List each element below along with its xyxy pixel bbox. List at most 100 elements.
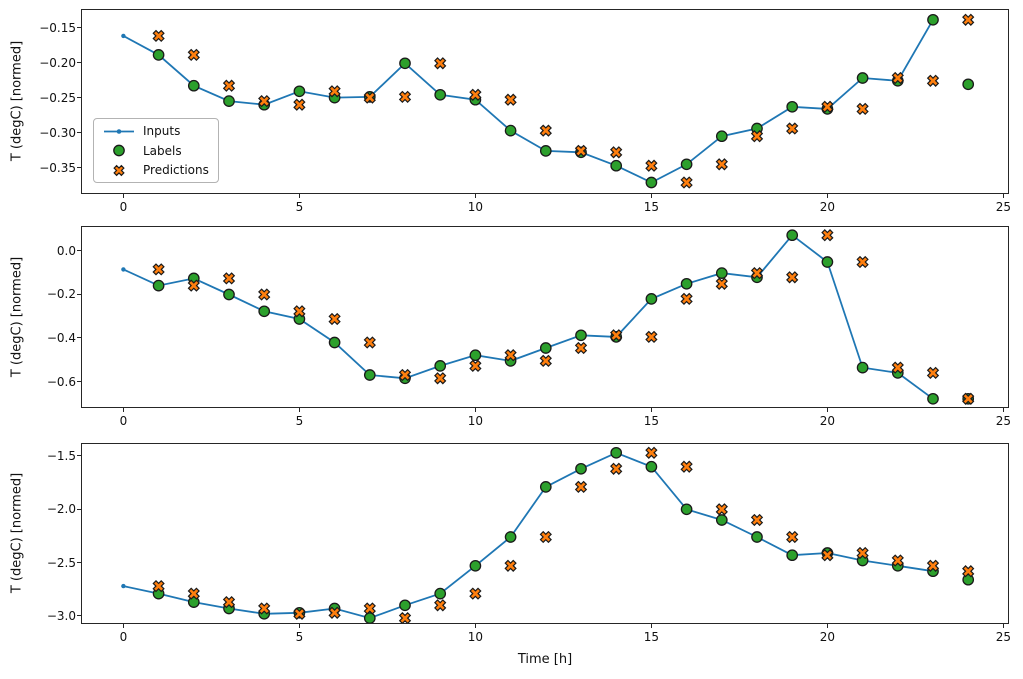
predictions-marker (434, 57, 447, 70)
predictions-marker (962, 565, 975, 578)
x-tick-label: 25 (995, 200, 1012, 214)
labels-marker (575, 462, 587, 475)
labels-marker (856, 361, 869, 374)
x-tick-label: 15 (643, 414, 660, 428)
x-tick-label: 10 (467, 200, 484, 214)
labels-marker (645, 176, 658, 189)
labels-marker (187, 79, 200, 92)
labels-marker (645, 460, 658, 473)
x-tick-mark (122, 624, 124, 628)
y-tick-label: −0.6 (46, 374, 76, 389)
predictions-marker (574, 341, 588, 355)
x-tick-label: 20 (819, 200, 836, 214)
predictions-marker (434, 372, 447, 385)
labels-marker (786, 100, 799, 113)
x-axis-label: Time [h] (517, 652, 573, 667)
predictions-marker (856, 255, 869, 269)
y-tick-mark (77, 337, 81, 339)
predictions-marker (645, 330, 658, 344)
x-tick-label: 5 (295, 630, 304, 644)
y-tick-label: −1.5 (46, 448, 76, 463)
x-tick-mark (826, 624, 828, 628)
predictions-marker (856, 102, 869, 116)
x-tick-mark (298, 624, 300, 628)
x-tick-mark (826, 194, 828, 198)
predictions-marker (363, 336, 376, 349)
labels-marker (399, 599, 411, 612)
predictions-marker (152, 579, 165, 593)
predictions-marker (645, 446, 658, 459)
labels-marker (258, 305, 271, 318)
x-tick-mark (1002, 408, 1004, 412)
predictions-marker (645, 159, 658, 172)
subplot-2-canvas (121, 229, 975, 405)
predictions-marker (926, 74, 940, 87)
labels-marker (152, 49, 165, 61)
predictions-marker (750, 130, 764, 143)
y-tick-label: −0.4 (46, 330, 76, 345)
subplot-1-canvas (121, 13, 975, 189)
predictions-marker (187, 48, 200, 62)
subplot-3-canvas (121, 446, 975, 623)
labels-marker (223, 95, 235, 107)
y-tick-mark (77, 97, 81, 99)
x-tick-mark (650, 408, 652, 412)
labels-marker (152, 279, 165, 292)
predictions-marker (504, 349, 517, 362)
predictions-marker (715, 158, 728, 171)
predictions-marker (680, 176, 693, 189)
y-tick-mark (77, 615, 81, 617)
x-tick-mark (474, 194, 476, 198)
y-tick-label: −2.5 (46, 555, 76, 570)
x-tick-label: 5 (295, 414, 304, 428)
predictions-marker (398, 368, 412, 382)
labels-marker (715, 514, 728, 526)
inputs-point-marker (121, 583, 126, 589)
x-tick-mark (474, 408, 476, 412)
x-tick-mark (1002, 624, 1004, 628)
predictions-marker (786, 271, 799, 284)
predictions-marker (821, 100, 834, 113)
y-tick-mark (77, 250, 81, 252)
x-tick-label: 15 (643, 630, 660, 644)
predictions-marker (856, 546, 869, 560)
labels-marker (680, 277, 693, 290)
x-tick-mark (650, 194, 652, 198)
y-tick-mark (77, 132, 81, 134)
predictions-marker (398, 90, 412, 104)
labels-marker (610, 159, 623, 172)
predictions-marker (962, 392, 975, 405)
x-tick-label: 10 (467, 630, 484, 644)
subplot-3-y-axis-label: T (degC) [normed] (9, 472, 25, 594)
labels-marker (363, 612, 376, 623)
x-tick-mark (298, 194, 300, 198)
labels-marker (680, 158, 693, 171)
labels-marker (751, 531, 763, 543)
inputs-point-marker (121, 267, 126, 272)
x-tick-label: 0 (119, 630, 128, 644)
predictions-marker (363, 91, 376, 104)
y-tick-label: −0.35 (39, 160, 76, 175)
labels-marker (293, 85, 306, 98)
y-tick-mark (77, 455, 81, 457)
predictions-marker (891, 554, 904, 567)
y-tick-label: −0.15 (39, 20, 76, 35)
predictions-marker (610, 146, 623, 159)
x-tick-mark (474, 624, 476, 628)
labels-marker (856, 72, 869, 84)
x-tick-mark (826, 408, 828, 412)
labels-marker (645, 293, 658, 305)
y-tick-label: −0.20 (39, 55, 76, 70)
predictions-marker (926, 366, 940, 380)
predictions-marker (539, 124, 552, 137)
predictions-marker (680, 292, 693, 306)
predictions-marker (750, 513, 764, 527)
labels-marker (434, 360, 447, 372)
labels-marker (786, 549, 799, 562)
predictions-marker (715, 277, 728, 290)
predictions-marker (398, 611, 412, 623)
y-tick-mark (77, 562, 81, 564)
predictions-marker (293, 98, 306, 111)
predictions-marker (222, 595, 236, 609)
x-tick-label: 10 (467, 414, 484, 428)
